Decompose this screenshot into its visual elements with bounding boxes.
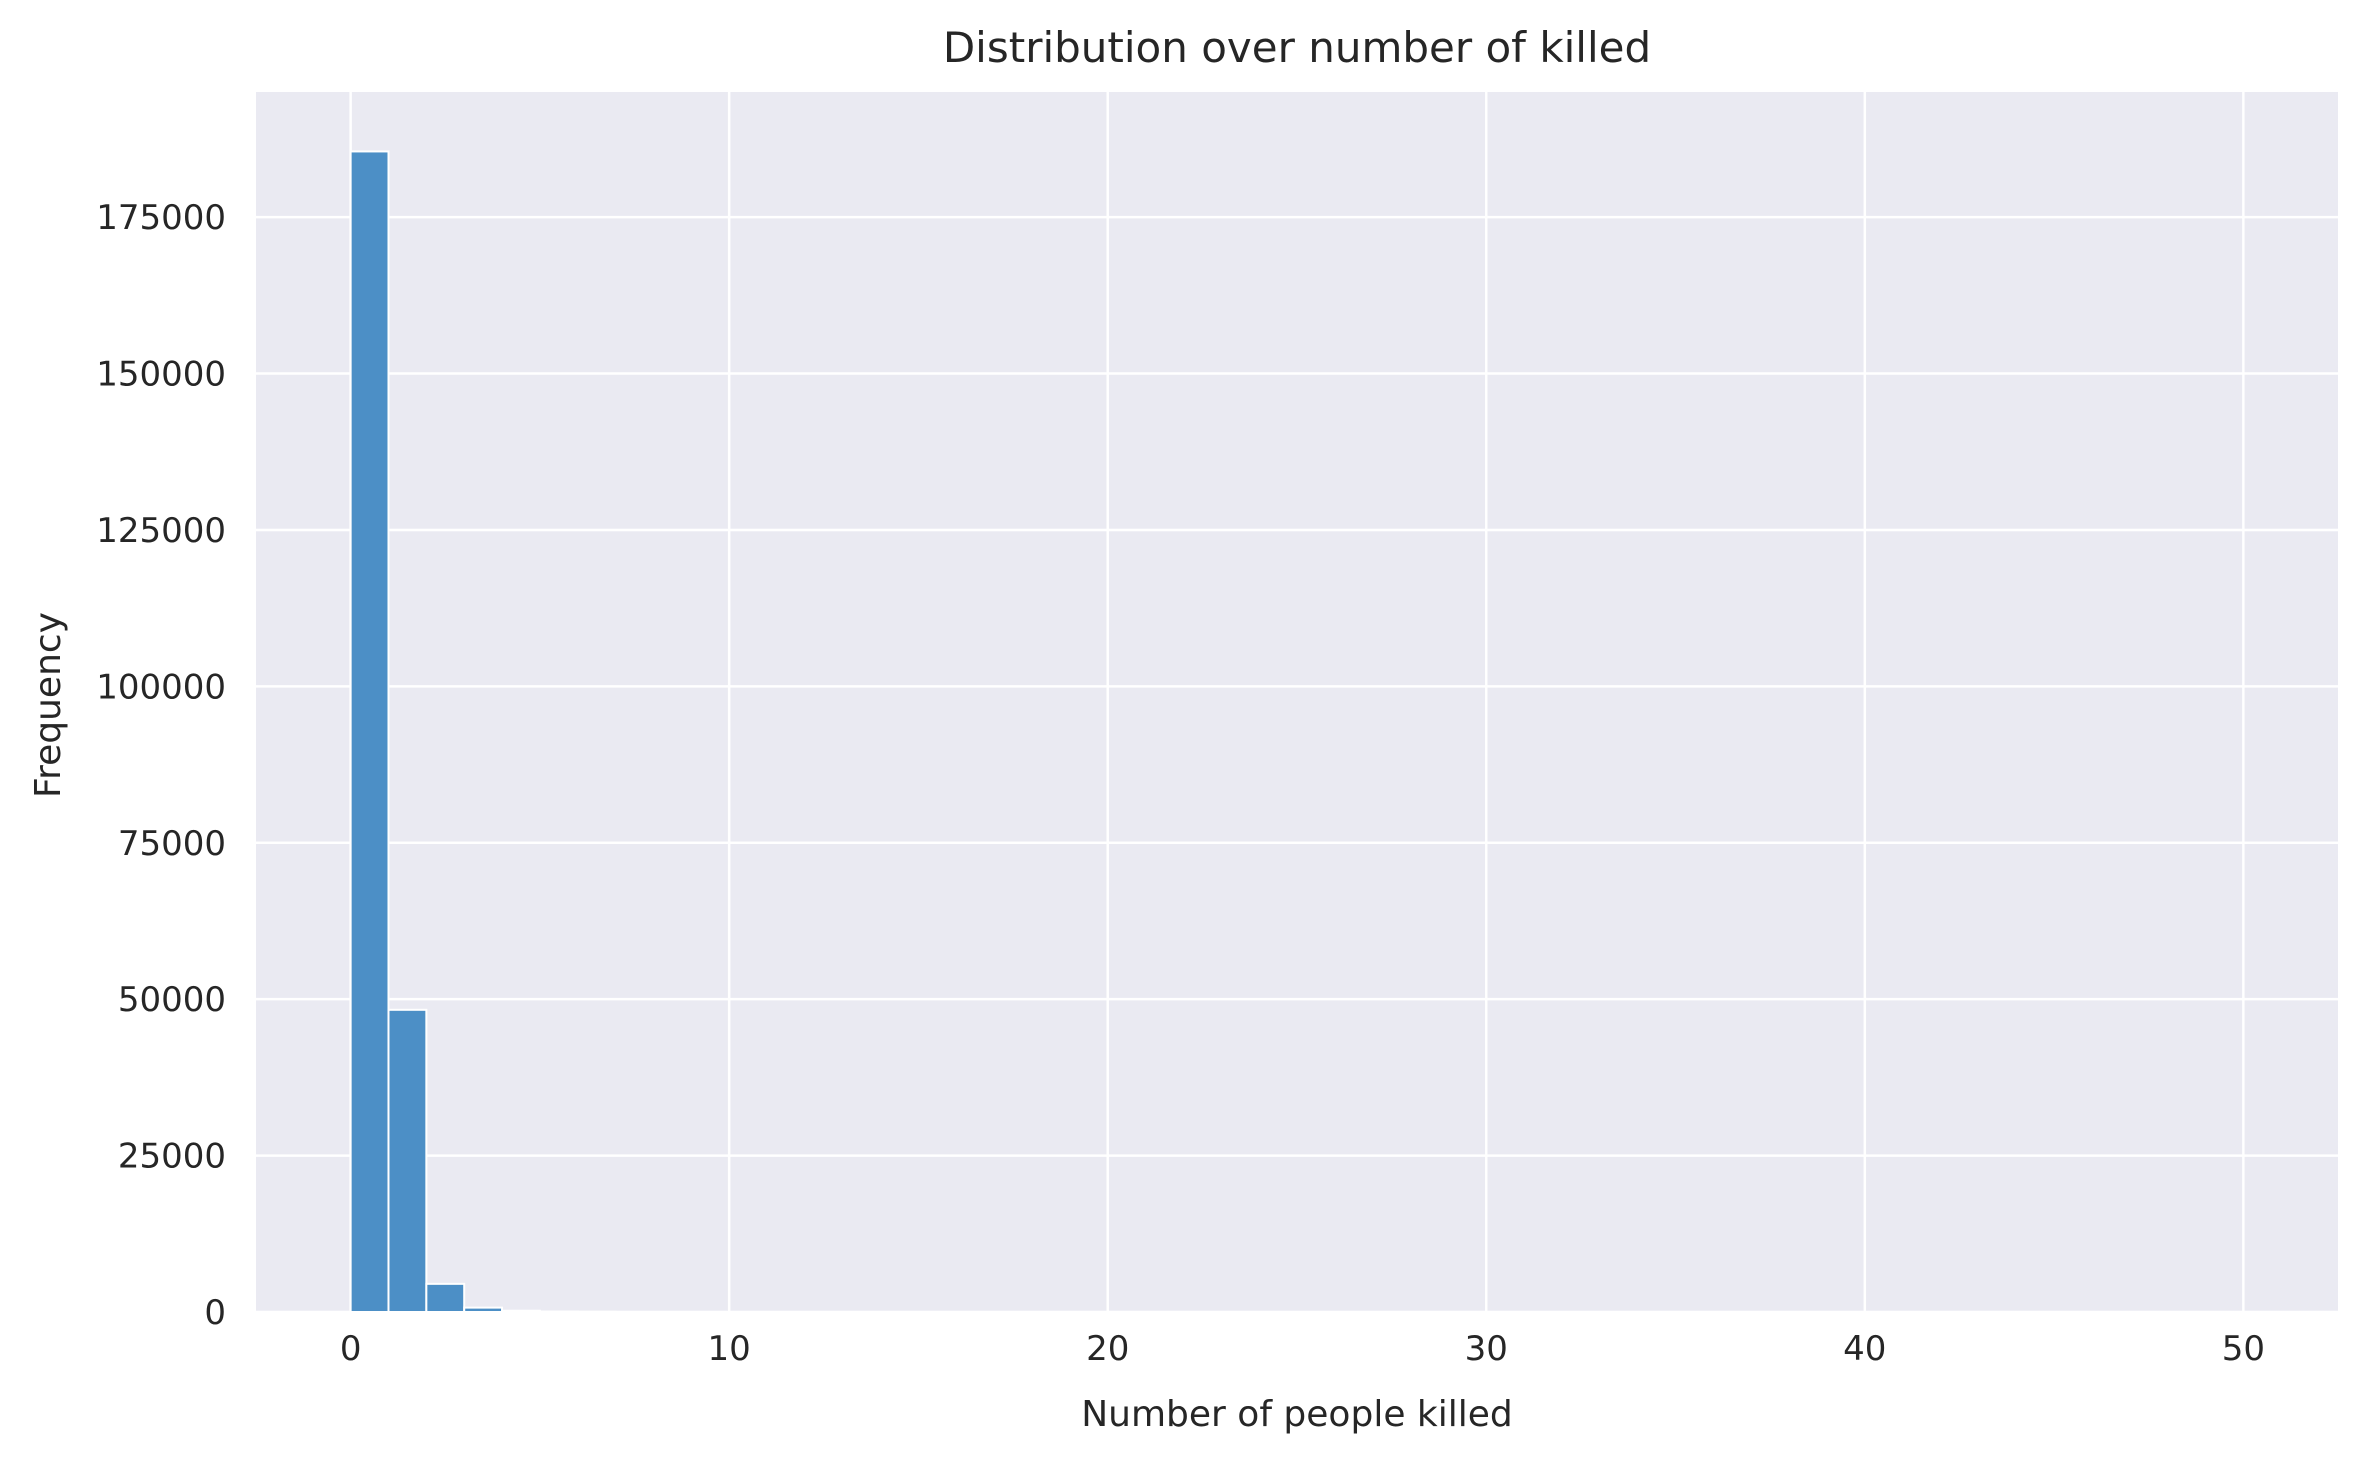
x-tick-label: 0 xyxy=(340,1329,362,1369)
y-tick-label: 75000 xyxy=(118,824,226,864)
y-tick-label: 25000 xyxy=(118,1137,226,1177)
x-tick-label: 20 xyxy=(1086,1329,1129,1369)
histogram-bar-2 xyxy=(425,1282,466,1314)
x-tick-label: 30 xyxy=(1465,1329,1508,1369)
histogram-bar-5 xyxy=(538,1310,579,1314)
y-axis-ticks: 0 25000 50000 75000 100000 125000 150000 175000 xyxy=(96,198,226,1333)
y-tick-label: 125000 xyxy=(96,511,226,551)
x-axis-ticks: 0 10 20 30 40 50 xyxy=(340,1329,2265,1369)
plot-area xyxy=(256,92,2338,1312)
horizontal-gridlines xyxy=(256,215,2338,1314)
histogram-bars xyxy=(349,150,655,1314)
histogram-bar-1 xyxy=(387,1008,428,1313)
y-tick-label: 100000 xyxy=(96,667,226,707)
x-tick-label: 40 xyxy=(1843,1329,1886,1369)
y-axis-label: Frequency xyxy=(28,612,69,798)
y-tick-label: 50000 xyxy=(118,980,226,1020)
histogram-bar-4 xyxy=(501,1309,541,1313)
x-tick-label: 10 xyxy=(708,1329,751,1369)
x-tick-label: 50 xyxy=(2222,1329,2265,1369)
y-tick-label: 150000 xyxy=(96,355,226,395)
histogram-bar-0 xyxy=(349,150,390,1313)
histogram-bar-3 xyxy=(463,1306,504,1313)
y-tick-label: 175000 xyxy=(96,198,226,238)
y-tick-label: 0 xyxy=(204,1293,226,1333)
chart-title: Distribution over number of killed xyxy=(943,23,1651,72)
x-axis-label: Number of people killed xyxy=(1081,1394,1513,1435)
